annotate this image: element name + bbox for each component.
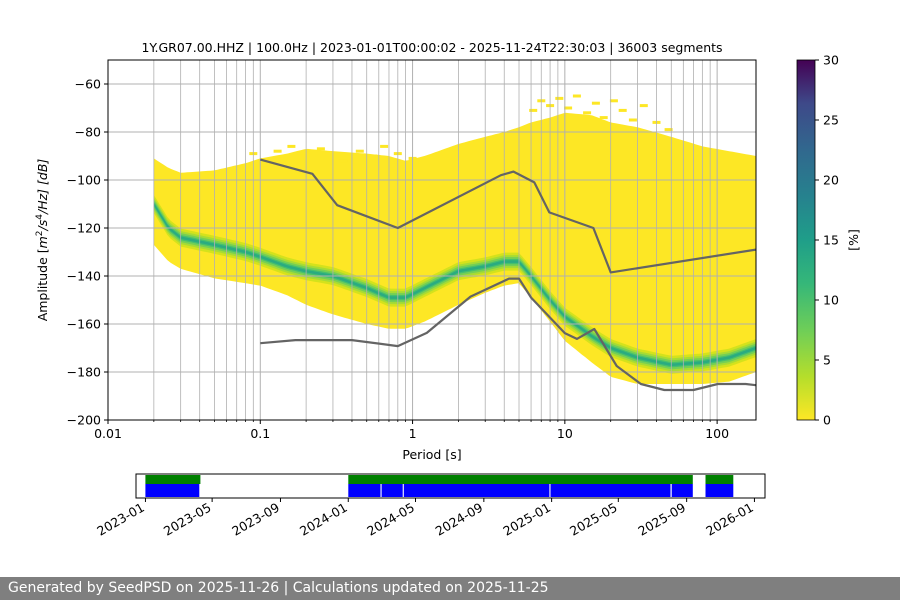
sparse-hit-8 — [369, 154, 377, 158]
coverage-blue-segment-0 — [145, 484, 200, 497]
density-halo-low — [153, 195, 756, 374]
colorbar-tick-label-3: 15 — [823, 233, 839, 248]
colorbar-tick-label-6: 30 — [823, 53, 839, 68]
sparse-hit-2 — [273, 149, 282, 153]
x-tick-label-3: 10 — [557, 426, 573, 441]
chart-title: 1Y.GR07.00.HHZ | 100.0Hz | 2023-01-01T00… — [141, 40, 722, 55]
y-tick-label-1: −80 — [75, 125, 101, 140]
density-envelope — [153, 112, 756, 384]
sparse-hit-23 — [628, 118, 637, 122]
sparse-hit-9 — [380, 144, 389, 148]
y-tick-label-4: −140 — [67, 269, 101, 284]
sparse-hit-3 — [287, 144, 296, 148]
nlnm-curve — [260, 277, 756, 392]
sparse-hit-4 — [298, 154, 307, 158]
sparse-hit-26 — [664, 128, 673, 132]
sparse-hit-16 — [564, 106, 573, 110]
timeline-availability — [145, 475, 734, 497]
sparse-hit-12 — [529, 108, 538, 112]
y-tick-label-5: −160 — [67, 317, 101, 332]
colorbar-ticks: 0 5 10 15 20 25 30 — [815, 53, 839, 428]
footer-text: Generated by SeedPSD on 2025-11-26 | Cal… — [8, 580, 549, 596]
y-label-exp-4: 4 — [35, 214, 45, 220]
x-tick-label-2: 1 — [409, 426, 417, 441]
y-tick-label-7: −200 — [67, 413, 101, 428]
timeline-tick-label-9: 2026-01 — [703, 500, 756, 539]
x-tick-label-0: 0.01 — [94, 426, 122, 441]
sparse-hit-19 — [591, 101, 600, 105]
y-label-suffix: /Hz] [dB] — [35, 159, 50, 215]
sparse-hit-22 — [618, 108, 627, 112]
x-axis-label: Period [s] — [402, 447, 461, 462]
coverage-blue-segment-5 — [671, 484, 693, 497]
plot-frame — [107, 59, 757, 421]
y-label-slash: / — [35, 224, 50, 231]
coverage-blue-segment-1 — [348, 484, 381, 497]
colorbar-tick-label-1: 5 — [823, 353, 831, 368]
colorbar-tick-label-0: 0 — [823, 413, 831, 428]
timeline-tick-label-5: 2024-09 — [433, 500, 486, 539]
timeline-tick-label-3: 2024-01 — [297, 500, 350, 539]
timeline-axis: 2023-01 2023-05 2023-09 2024-01 2024-05 2024-… — [94, 498, 756, 539]
y-label-prefix: Amplitude [ — [35, 248, 50, 321]
coverage-green-segment-2 — [705, 475, 734, 484]
colorbar-tick-label-2: 10 — [823, 293, 839, 308]
colorbar-tick-label-5: 25 — [823, 113, 839, 128]
y-tick-label-3: −120 — [67, 221, 101, 236]
sparse-hit-20 — [599, 116, 608, 120]
timeline-tick-label-8: 2025-09 — [635, 500, 688, 539]
sparse-hit-5 — [316, 147, 325, 151]
coverage-blue-segment-3 — [403, 484, 550, 497]
timeline-tick-label-1: 2023-05 — [161, 500, 214, 539]
y-tick-label-6: −180 — [67, 365, 101, 380]
x-tick-label-4: 100 — [705, 426, 729, 441]
colorbar — [796, 59, 816, 421]
timeline-tick-label-4: 2024-05 — [364, 500, 417, 539]
footer-bar: Generated by SeedPSD on 2025-11-26 | Cal… — [0, 577, 900, 600]
main-axes: 0.01 0.1 1 10 100 −60 −80 −100 −120 −140 −160 −180 −… — [67, 77, 729, 442]
nhnm-curve — [260, 158, 756, 274]
sparse-hit-18 — [583, 111, 592, 115]
timeline-tick-label-0: 2023-01 — [94, 500, 147, 539]
coverage-blue-segment-6 — [705, 484, 734, 497]
sparse-hit-24 — [639, 104, 648, 108]
timeline-tick-label-6: 2025-01 — [500, 500, 553, 539]
coverage-green-segment-1 — [348, 475, 693, 484]
coverage-green-segment-0 — [145, 475, 201, 484]
colorbar-tick-label-4: 20 — [823, 173, 839, 188]
y-tick-label-0: −60 — [75, 77, 101, 92]
sparse-hit-15 — [555, 96, 564, 100]
sparse-hit-6 — [339, 159, 348, 163]
y-label-exp-2: 2 — [35, 230, 45, 236]
y-label-unit-s: s — [35, 219, 50, 226]
psd-chart-figure: 1Y.GR07.00.HHZ | 100.0Hz | 2023-01-01T00… — [35, 40, 861, 539]
sparse-hit-21 — [609, 99, 618, 103]
timeline-tick-label-7: 2025-05 — [567, 500, 620, 539]
y-axis-label: Amplitude [m2/s4/Hz] [dB] — [35, 159, 50, 322]
grid-lines — [108, 60, 756, 420]
sparse-hit-17 — [572, 94, 581, 98]
x-tick-label-1: 0.1 — [250, 426, 270, 441]
sparse-hit-7 — [355, 149, 364, 153]
y-label-unit-m: m — [35, 236, 50, 248]
noise-model-layer — [260, 158, 756, 392]
timeline-tick-label-2: 2023-09 — [229, 500, 282, 539]
coverage-blue-segment-2 — [381, 484, 403, 497]
colorbar-label: [%] — [846, 229, 861, 251]
y-tick-label-2: −100 — [67, 173, 101, 188]
coverage-blue-segment-4 — [550, 484, 671, 497]
